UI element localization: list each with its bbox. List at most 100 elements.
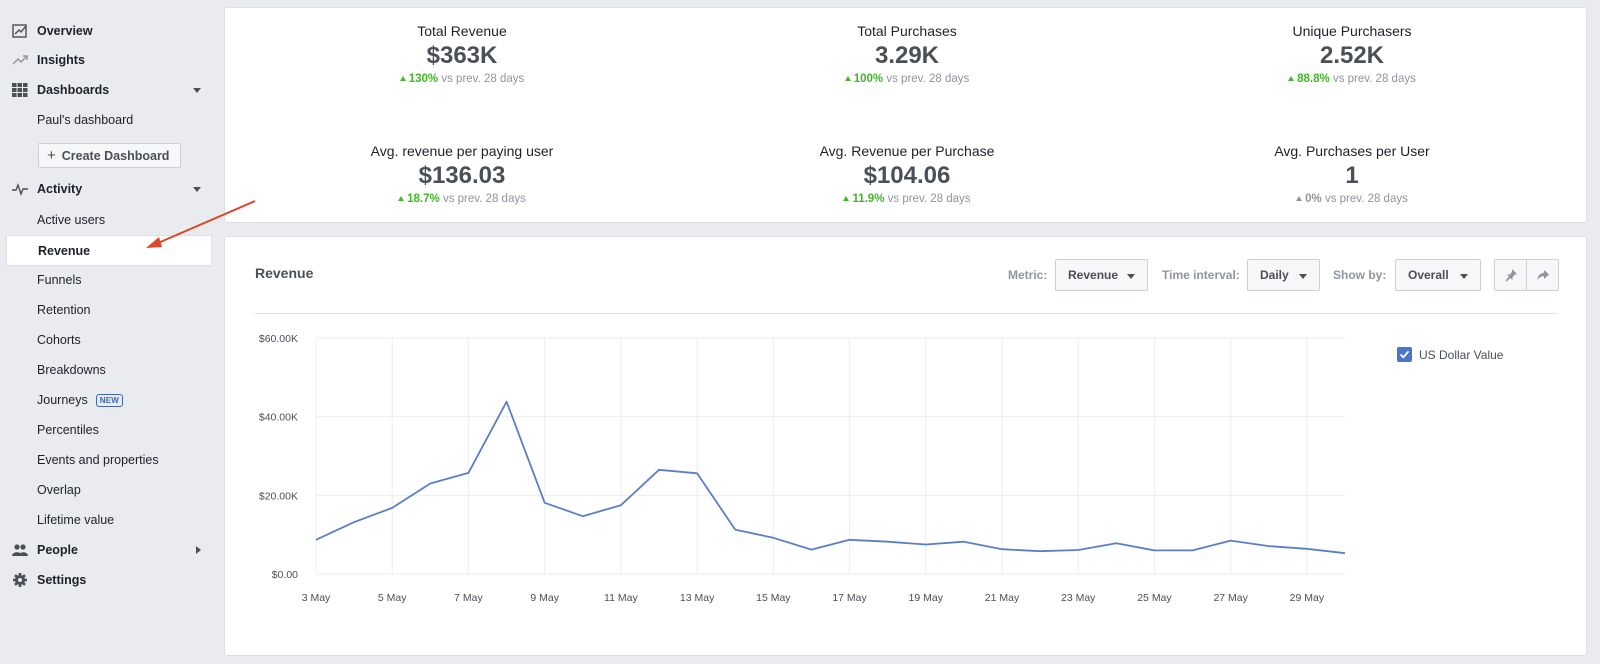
x-tick-label: 19 May — [909, 592, 944, 604]
sidebar-item-label: Overview — [37, 24, 93, 38]
chart-legend[interactable]: US Dollar Value — [1397, 347, 1503, 362]
sidebar-item-label: Lifetime value — [37, 513, 115, 527]
sidebar-item-pauls-dashboard[interactable]: Paul's dashboard — [0, 105, 212, 135]
chevron-right-icon[interactable] — [196, 546, 201, 554]
metric-value: 3.29K — [874, 42, 940, 69]
grid-icon — [12, 83, 28, 97]
revenue-line-chart: $0.00 $20.00K $40.00K $60.00K 3 May 5 May 7 M… — [259, 333, 1346, 604]
y-tick-label: $20.00K — [259, 490, 298, 502]
arrow-up-icon — [844, 76, 851, 81]
metric-title: Avg. Purchases per User — [1274, 143, 1430, 159]
y-tick-label: $60.00K — [259, 333, 298, 345]
metric-title: Unique Purchasers — [1292, 23, 1412, 39]
chevron-down-icon[interactable] — [193, 187, 201, 192]
x-tick-label: 29 May — [1290, 592, 1325, 604]
sidebar-item-breakdowns[interactable]: Breakdowns — [0, 355, 212, 385]
metric-delta-suffix: vs prev. 28 days — [1324, 193, 1408, 205]
pulse-icon — [12, 182, 28, 196]
metric-value: 1 — [1345, 162, 1359, 189]
sidebar-item-label: Funnels — [37, 273, 82, 287]
metric-avg-revenue-per-purchase[interactable]: Avg. Revenue per Purchase $104.06 11.9% … — [697, 143, 1117, 205]
x-tick-label: 23 May — [1061, 592, 1096, 604]
metric-value: $136.03 — [418, 162, 506, 189]
time-interval-select[interactable]: Daily — [1247, 259, 1320, 291]
y-tick-label: $40.00K — [259, 412, 298, 424]
sidebar: Overview Insights Dashboards Paul's dash… — [0, 0, 212, 664]
sidebar-item-label: Paul's dashboard — [37, 113, 134, 127]
metric-delta: 100% vs prev. 28 days — [697, 73, 1117, 85]
sidebar-item-revenue[interactable]: Revenue — [6, 235, 212, 266]
metric-select-value: Revenue — [1068, 268, 1119, 282]
series-line-us-dollar-value[interactable] — [315, 400, 1346, 555]
metric-title: Avg. Revenue per Purchase — [819, 143, 995, 159]
sidebar-item-cohorts[interactable]: Cohorts — [0, 325, 212, 355]
metric-delta-pct: 130% — [408, 73, 439, 85]
arrow-up-icon — [843, 196, 850, 201]
sidebar-item-label: Overlap — [37, 483, 81, 497]
sidebar-item-activity[interactable]: Activity — [0, 174, 212, 204]
sidebar-item-events-and-properties[interactable]: Events and properties — [0, 445, 212, 475]
x-tick-label: 15 May — [756, 592, 791, 604]
sidebar-item-people[interactable]: People — [0, 535, 212, 565]
sidebar-item-active-users[interactable]: Active users — [0, 205, 212, 235]
sidebar-item-journeys[interactable]: Journeys NEW — [0, 385, 212, 415]
metric-value: $104.06 — [863, 162, 951, 189]
metric-avg-purchases-per-user[interactable]: Avg. Purchases per User 1 0% vs prev. 28… — [1142, 143, 1562, 205]
metric-unique-purchasers[interactable]: Unique Purchasers 2.52K 88.8% vs prev. 2… — [1142, 23, 1562, 85]
x-tick-label: 17 May — [832, 592, 867, 604]
checkbox-checked-icon[interactable] — [1397, 347, 1412, 362]
metric-avg-revenue-per-paying-user[interactable]: Avg. revenue per paying user $136.03 18.… — [252, 143, 672, 205]
metric-total-revenue[interactable]: Total Revenue $363K 130% vs prev. 28 day… — [252, 23, 672, 85]
sidebar-item-lifetime-value[interactable]: Lifetime value — [0, 505, 212, 535]
metric-delta-pct: 18.7% — [407, 193, 440, 205]
metric-delta-suffix: vs prev. 28 days — [886, 73, 970, 85]
share-button[interactable] — [1526, 259, 1559, 291]
sidebar-item-overview[interactable]: Overview — [0, 16, 212, 46]
metric-delta: 88.8% vs prev. 28 days — [1142, 73, 1562, 85]
x-tick-label: 5 May — [378, 592, 407, 604]
metric-value: $363K — [426, 42, 498, 69]
metric-delta-suffix: vs prev. 28 days — [1332, 73, 1416, 85]
sidebar-item-label: Retention — [37, 303, 91, 317]
metric-select[interactable]: Revenue — [1055, 259, 1148, 291]
plus-icon: + — [47, 147, 56, 164]
metric-delta-pct: 88.8% — [1297, 73, 1330, 85]
chevron-down-icon — [1127, 274, 1135, 279]
sidebar-item-settings[interactable]: Settings — [0, 565, 212, 595]
chevron-down-icon[interactable] — [193, 88, 201, 93]
sidebar-item-percentiles[interactable]: Percentiles — [0, 415, 212, 445]
share-icon — [1536, 270, 1549, 280]
x-tick-label: 27 May — [1213, 592, 1248, 604]
metric-delta: 0% vs prev. 28 days — [1142, 193, 1562, 205]
metric-delta: 18.7% vs prev. 28 days — [252, 193, 672, 205]
metric-total-purchases[interactable]: Total Purchases 3.29K 100% vs prev. 28 d… — [697, 23, 1117, 85]
time-interval-select-value: Daily — [1260, 268, 1289, 282]
sidebar-item-label: Revenue — [38, 243, 91, 258]
chevron-down-icon — [1299, 274, 1307, 279]
sidebar-item-label: Cohorts — [37, 333, 81, 347]
sidebar-item-label: Journeys — [37, 393, 88, 407]
show-by-select-value: Overall — [1408, 268, 1449, 282]
show-by-select[interactable]: Overall — [1395, 259, 1481, 291]
arrow-up-icon — [1288, 76, 1295, 81]
sidebar-item-dashboards[interactable]: Dashboards — [0, 75, 212, 105]
x-tick-label: 25 May — [1137, 592, 1172, 604]
create-dashboard-button[interactable]: + Create Dashboard — [38, 143, 181, 168]
sidebar-item-label: Dashboards — [37, 83, 110, 97]
sidebar-item-insights[interactable]: Insights — [0, 45, 212, 75]
x-tick-label: 9 May — [530, 592, 559, 604]
metric-delta-pct: 100% — [853, 73, 884, 85]
x-tick-label: 11 May — [604, 592, 638, 604]
chevron-down-icon — [1460, 274, 1468, 279]
metric-title: Total Purchases — [857, 23, 957, 39]
sidebar-item-funnels[interactable]: Funnels — [0, 265, 212, 295]
x-tick-label: 3 May — [302, 592, 331, 604]
sidebar-item-label: Activity — [37, 182, 83, 196]
metric-delta-pct: 0% — [1305, 193, 1322, 205]
sidebar-item-label: Breakdowns — [37, 363, 106, 377]
sidebar-item-retention[interactable]: Retention — [0, 295, 212, 325]
sidebar-item-overlap[interactable]: Overlap — [0, 475, 212, 505]
sidebar-item-label: Active users — [37, 213, 106, 227]
chart-title: Revenue — [255, 265, 314, 281]
metric-title: Total Revenue — [417, 23, 507, 39]
